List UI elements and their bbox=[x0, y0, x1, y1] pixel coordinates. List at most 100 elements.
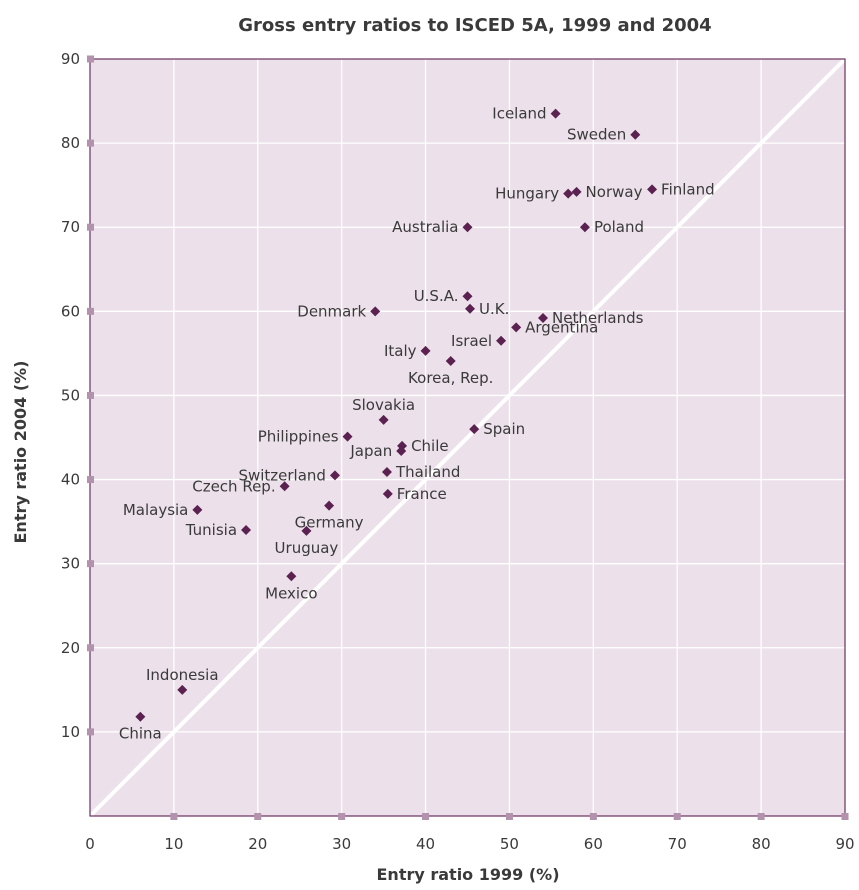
y-tick-mark-90 bbox=[87, 55, 94, 63]
point-label-finland: Finland bbox=[661, 180, 715, 198]
x-axis-label: Entry ratio 1999 (%) bbox=[377, 865, 560, 884]
y-tick-label-90: 90 bbox=[61, 50, 80, 68]
data-point-philippines bbox=[342, 431, 353, 442]
point-label-japan: Japan bbox=[349, 442, 392, 460]
y-tick-label-30: 30 bbox=[61, 555, 80, 573]
x-tick-mark-80 bbox=[757, 813, 765, 820]
x-tick-mark-70 bbox=[673, 813, 681, 820]
y-tick-mark-20 bbox=[87, 644, 94, 652]
data-point-netherlands bbox=[538, 313, 548, 324]
x-tick-label-60: 60 bbox=[584, 835, 603, 853]
point-label-u-s-a: U.S.A. bbox=[414, 287, 459, 305]
data-point-thailand bbox=[381, 466, 392, 477]
data-point-argentina bbox=[511, 322, 522, 333]
point-label-germany: Germany bbox=[295, 514, 364, 532]
data-point-italy bbox=[420, 345, 431, 356]
data-point-denmark bbox=[370, 306, 381, 317]
point-label-thailand: Thailand bbox=[395, 463, 460, 481]
data-point-tunisia bbox=[241, 525, 252, 536]
point-label-poland: Poland bbox=[594, 218, 644, 236]
y-tick-label-40: 40 bbox=[61, 471, 80, 489]
x-tick-mark-20 bbox=[254, 813, 262, 820]
x-tick-label-70: 70 bbox=[668, 835, 687, 853]
point-label-argentina: Argentina bbox=[525, 318, 598, 336]
data-point-norway bbox=[571, 186, 582, 197]
y-tick-mark-60 bbox=[87, 307, 94, 315]
point-label-australia: Australia bbox=[392, 218, 458, 236]
y-tick-label-70: 70 bbox=[61, 218, 80, 236]
y-tick-mark-50 bbox=[87, 391, 94, 399]
point-label-slovakia: Slovakia bbox=[352, 396, 415, 414]
y-tick-mark-30 bbox=[87, 560, 94, 568]
point-label-korea-rep: Korea, Rep. bbox=[408, 369, 493, 387]
y-tick-label-10: 10 bbox=[61, 723, 80, 741]
data-point-australia bbox=[462, 222, 473, 233]
point-label-hungary: Hungary bbox=[495, 185, 559, 203]
point-label-spain: Spain bbox=[483, 420, 525, 438]
data-point-china bbox=[135, 711, 146, 722]
data-point-u-k bbox=[465, 303, 476, 314]
x-tick-mark-30 bbox=[338, 813, 346, 820]
point-label-czech-rep: Czech Rep. bbox=[192, 477, 275, 495]
y-tick-label-20: 20 bbox=[61, 639, 80, 657]
data-point-sweden bbox=[630, 129, 641, 140]
point-label-norway: Norway bbox=[586, 183, 643, 201]
x-tick-mark-50 bbox=[505, 813, 513, 820]
point-label-iceland: Iceland bbox=[492, 105, 546, 123]
point-label-tunisia: Tunisia bbox=[185, 521, 237, 539]
data-point-switzerland bbox=[329, 470, 340, 481]
data-point-malaysia bbox=[192, 504, 203, 515]
data-point-japan bbox=[396, 445, 407, 456]
data-point-poland bbox=[579, 222, 590, 233]
data-point-czech-rep bbox=[279, 481, 290, 492]
x-tick-label-80: 80 bbox=[752, 835, 771, 853]
y-tick-mark-10 bbox=[87, 728, 94, 736]
data-point-uruguay bbox=[301, 525, 312, 536]
y-tick-label-60: 60 bbox=[61, 302, 80, 320]
data-points: Iceland Sweden Norway Hungary Finland Austral… bbox=[119, 105, 715, 743]
point-label-israel: Israel bbox=[451, 332, 492, 350]
x-tick-mark-10 bbox=[170, 813, 178, 820]
point-label-france: France bbox=[397, 485, 447, 503]
x-tick-label-30: 30 bbox=[332, 835, 351, 853]
y-axis-label: Entry ratio 2004 (%) bbox=[11, 361, 30, 544]
point-label-china: China bbox=[119, 725, 162, 743]
y-tick-label-50: 50 bbox=[61, 386, 80, 404]
point-label-italy: Italy bbox=[384, 342, 417, 360]
data-point-mexico bbox=[286, 571, 297, 582]
data-point-iceland bbox=[550, 108, 561, 119]
point-label-malaysia: Malaysia bbox=[123, 501, 189, 519]
y-tick-mark-70 bbox=[87, 223, 94, 231]
data-point-germany bbox=[324, 500, 335, 511]
x-tick-mark-40 bbox=[422, 813, 430, 820]
data-point-israel bbox=[496, 335, 507, 346]
chart-title: Gross entry ratios to ISCED 5A, 1999 and… bbox=[238, 15, 711, 36]
x-tick-label-50: 50 bbox=[500, 835, 519, 853]
data-point-hungary bbox=[563, 188, 574, 199]
plot-border bbox=[89, 58, 846, 817]
data-point-korea-rep bbox=[445, 355, 456, 366]
point-label-mexico: Mexico bbox=[265, 584, 317, 602]
data-point-france bbox=[382, 488, 393, 499]
x-tick-label-20: 20 bbox=[248, 835, 267, 853]
reference-diagonal-line bbox=[88, 57, 847, 818]
y-tick-mark-80 bbox=[87, 139, 94, 147]
point-label-philippines: Philippines bbox=[258, 428, 339, 446]
point-label-switzerland: Switzerland bbox=[238, 466, 326, 484]
point-label-netherlands: Netherlands bbox=[552, 309, 644, 327]
axis-ticks: 0 10 20 30 40 50 60 70 80 90 10 20 30 40 50 60 70 80 90 bbox=[61, 50, 855, 853]
point-label-sweden: Sweden bbox=[567, 126, 626, 144]
x-tick-label-0: 0 bbox=[85, 835, 95, 853]
data-point-finland bbox=[647, 184, 658, 195]
x-tick-label-10: 10 bbox=[164, 835, 183, 853]
data-point-spain bbox=[469, 424, 480, 435]
data-point-u-s-a bbox=[462, 291, 473, 302]
point-label-denmark: Denmark bbox=[297, 302, 366, 320]
y-tick-mark-40 bbox=[87, 476, 94, 484]
point-label-indonesia: Indonesia bbox=[146, 666, 219, 684]
data-point-slovakia bbox=[378, 414, 389, 425]
x-tick-label-90: 90 bbox=[835, 835, 854, 853]
x-tick-mark-90 bbox=[841, 813, 849, 820]
point-label-chile: Chile bbox=[411, 437, 449, 455]
